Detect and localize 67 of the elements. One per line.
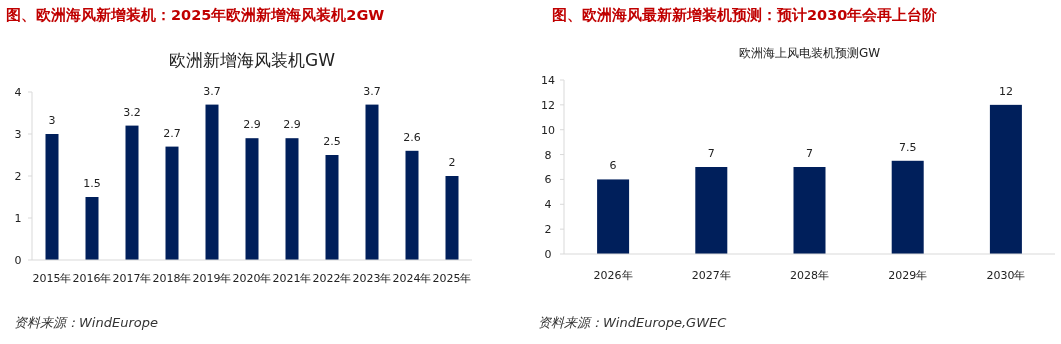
x-tick-label: 2026年 <box>593 269 633 282</box>
data-label: 1.5 <box>83 177 101 190</box>
y-tick-label: 3 <box>14 128 22 141</box>
x-tick-label: 2029年 <box>888 269 928 282</box>
bar <box>695 167 728 254</box>
chart-title: 图、欧洲海风最新新增装机预测：预计2030年会再上台阶 <box>552 6 939 23</box>
x-tick-label: 2017年 <box>112 272 152 285</box>
bar <box>325 155 339 260</box>
x-tick-label: 2018年 <box>152 272 192 285</box>
data-label: 3.7 <box>363 84 381 98</box>
data-label: 2.7 <box>163 126 181 140</box>
y-tick-label: 0 <box>14 254 22 267</box>
x-tick-label: 2024年 <box>392 272 432 285</box>
y-tick-label: 8 <box>544 148 552 162</box>
chart-title: 图、欧洲海风新增装机：2025年欧洲新增海风装机2GW <box>6 6 385 23</box>
bar <box>445 176 459 260</box>
data-label: 6 <box>609 159 617 173</box>
bar <box>405 150 419 260</box>
y-tick-label: 12 <box>541 98 555 112</box>
x-tick-label: 2020年 <box>232 272 272 285</box>
x-tick-label: 2021年 <box>272 272 312 285</box>
data-label: 3.2 <box>123 105 141 119</box>
bar <box>125 125 139 260</box>
x-tick-label: 2019年 <box>192 272 232 285</box>
y-tick-label: 10 <box>541 123 555 137</box>
bar <box>45 134 59 260</box>
chart-subtitle: 欧洲海上风电装机预测GW <box>738 46 881 60</box>
data-label: 7.5 <box>898 140 917 154</box>
bar <box>891 160 924 254</box>
text: 资料来源：WindEurope,GWEC <box>538 315 728 330</box>
text: 资料来源：WindEurope <box>14 315 158 330</box>
y-tick-label: 0 <box>544 248 552 261</box>
x-tick-label: 2015年 <box>32 272 72 285</box>
y-tick-label: 4 <box>14 86 22 99</box>
x-tick-label: 2030年 <box>986 269 1026 282</box>
bar <box>205 104 219 260</box>
y-tick-label: 4 <box>544 198 552 212</box>
bar <box>597 179 630 254</box>
y-tick-label: 2 <box>544 223 552 237</box>
data-label: 2.5 <box>323 135 341 148</box>
y-tick-label: 1 <box>14 212 22 225</box>
bar <box>85 197 99 260</box>
y-tick-label: 14 <box>541 74 555 87</box>
x-tick-label: 2022年 <box>312 272 352 285</box>
x-tick-label: 2016年 <box>72 272 112 285</box>
x-tick-label: 2027年 <box>691 269 731 282</box>
chart-subtitle: 欧洲新增海风装机GW <box>169 50 336 70</box>
x-tick-label: 2028年 <box>790 269 829 282</box>
x-tick-label: 2023年 <box>352 272 392 285</box>
y-tick-label: 2 <box>14 170 22 183</box>
data-label: 2.6 <box>403 130 421 144</box>
data-label: 7 <box>806 147 813 160</box>
bar <box>245 138 259 260</box>
bar <box>793 167 826 254</box>
bar <box>285 138 299 260</box>
y-tick-label: 6 <box>544 173 552 187</box>
bar <box>365 104 379 260</box>
bar <box>989 104 1022 254</box>
bar <box>165 146 179 260</box>
data-label: 2 <box>448 156 456 169</box>
data-label: 2.9 <box>283 118 301 132</box>
data-label: 2.9 <box>243 118 261 132</box>
data-label: 12 <box>998 84 1013 98</box>
data-label: 7 <box>707 147 715 160</box>
x-tick-label: 2025年 <box>432 272 472 285</box>
data-label: 3 <box>48 114 56 127</box>
data-label: 3.7 <box>203 84 221 98</box>
